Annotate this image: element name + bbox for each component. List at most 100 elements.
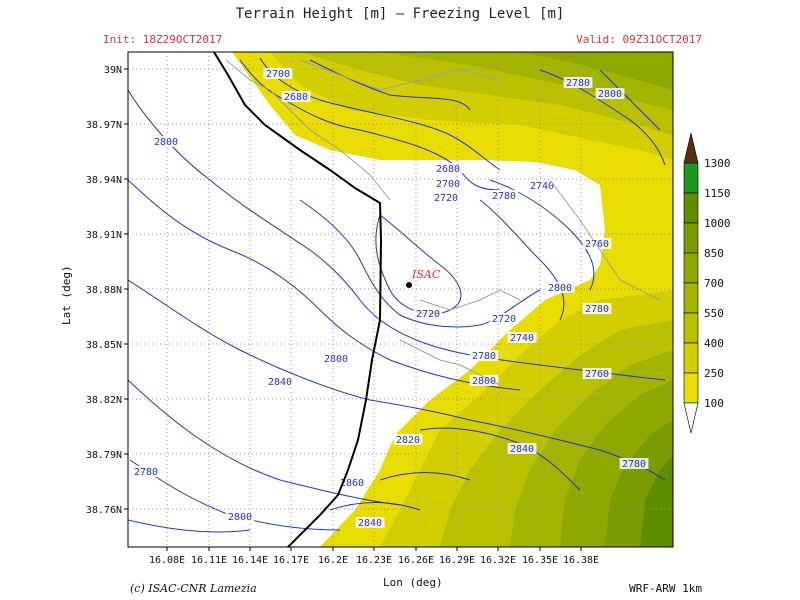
colorbar-label: 700	[704, 277, 724, 290]
x-tick-label: 16.14E	[232, 555, 268, 566]
colorbar-segment	[683, 222, 699, 254]
y-tick-label: 38.76N	[86, 505, 122, 516]
colorbar-label: 100	[704, 397, 724, 410]
contour-label: 2780	[469, 350, 499, 362]
contour-label: 2700	[433, 178, 463, 190]
colorbar-segment	[683, 282, 699, 314]
svg-text:2740: 2740	[510, 333, 534, 344]
contour-label: 2720	[431, 192, 461, 204]
svg-text:2780: 2780	[472, 351, 496, 362]
colorbar-label: 550	[704, 307, 724, 320]
x-tick-label: 16.23E	[356, 555, 392, 566]
svg-text:2740: 2740	[530, 181, 554, 192]
colorbar-segment	[683, 372, 699, 404]
contour-label: 2780	[582, 303, 612, 315]
svg-text:2720: 2720	[492, 314, 516, 325]
svg-text:2720: 2720	[416, 309, 440, 320]
roads-overlay	[225, 59, 661, 386]
svg-text:2800: 2800	[228, 512, 252, 523]
svg-text:2720: 2720	[434, 193, 458, 204]
y-tick-label: 39N	[104, 65, 122, 76]
colorbar-label: 250	[704, 367, 724, 380]
colorbar-label: 1300	[704, 157, 731, 170]
contour-label: 2700	[263, 68, 293, 80]
coastline	[213, 51, 383, 548]
colorbar-label: 850	[704, 247, 724, 260]
y-tick-label: 38.79N	[86, 450, 122, 461]
x-tick-label: 16.11E	[191, 555, 227, 566]
y-tick-label: 38.97N	[86, 120, 122, 131]
contour-label: 2720	[489, 313, 519, 325]
svg-text:2780: 2780	[622, 459, 646, 470]
x-tick-label: 16.38E	[563, 555, 599, 566]
contour-labels: 2700 2680 2780 2800 2800 2680 2700 2720 2740 2780…	[131, 68, 649, 529]
x-tick-label: 16.08E	[149, 555, 185, 566]
svg-text:2820: 2820	[396, 435, 420, 446]
contour-label: 2680	[433, 163, 463, 175]
valid-time: Valid: 09Z31OCT2017	[576, 33, 702, 46]
x-tick-label: 16.2E	[318, 555, 348, 566]
y-tick-label: 38.91N	[86, 230, 122, 241]
station-label: ISAC	[411, 268, 441, 281]
contour-label: 2720	[413, 308, 443, 320]
terrain-fill	[128, 52, 673, 547]
contour-label: 2800	[321, 353, 351, 365]
contour-label: 2760	[582, 238, 612, 250]
contour-label: 2740	[527, 180, 557, 192]
svg-text:2840: 2840	[510, 444, 534, 455]
svg-text:2800: 2800	[598, 89, 622, 100]
svg-text:2680: 2680	[436, 164, 460, 175]
svg-text:2800: 2800	[154, 137, 178, 148]
contour-label: 2820	[393, 434, 423, 446]
station-marker	[406, 282, 412, 288]
x-tick-label: 16.29E	[439, 555, 475, 566]
y-tick-labels: 39N 38.97N 38.94N 38.91N 38.88N 38.85N 38.82N 3…	[86, 65, 122, 516]
contour-label: 2800	[469, 375, 499, 387]
svg-text:2800: 2800	[472, 376, 496, 387]
svg-text:2760: 2760	[585, 369, 609, 380]
contour-label: 2760	[582, 368, 612, 380]
svg-text:2780: 2780	[585, 304, 609, 315]
colorbar-segment	[683, 342, 699, 374]
contour-label: 2780	[619, 458, 649, 470]
contour-label: 2800	[545, 282, 575, 294]
svg-text:2680: 2680	[284, 92, 308, 103]
colorbar-label: 1000	[704, 217, 731, 230]
y-tick-label: 38.85N	[86, 340, 122, 351]
map-title: Terrain Height [m] — Freezing Level [m]	[235, 6, 565, 22]
plot-frame	[127, 51, 674, 548]
x-tick-label: 16.17E	[273, 555, 309, 566]
svg-text:2760: 2760	[585, 239, 609, 250]
contour-label: 2680	[281, 91, 311, 103]
x-tick-label: 16.26E	[398, 555, 434, 566]
contour-label: 2740	[507, 332, 537, 344]
svg-text:2780: 2780	[566, 78, 590, 89]
colorbar-segment	[683, 192, 699, 224]
y-tick-label: 38.88N	[86, 285, 122, 296]
colorbar-label: 400	[704, 337, 724, 350]
model-text: WRF-ARW 1km	[629, 582, 702, 595]
svg-text:2800: 2800	[324, 354, 348, 365]
contour-label: 2780	[489, 190, 519, 202]
colorbar-segment	[683, 252, 699, 284]
svg-text:2800: 2800	[548, 283, 572, 294]
contour-label: 2840	[507, 443, 537, 455]
contour-label: 2800	[225, 511, 255, 523]
svg-text:2700: 2700	[266, 69, 290, 80]
contour-label: 2840	[265, 376, 295, 388]
colorbar-label: 1150	[704, 187, 731, 200]
contour-label: 2840	[355, 517, 385, 529]
contour-label: 2800	[595, 88, 625, 100]
y-tick-label: 38.82N	[86, 395, 122, 406]
x-tick-label: 16.32E	[480, 555, 516, 566]
svg-text:2840: 2840	[358, 518, 382, 529]
credit-text: (c) ISAC-CNR Lamezia	[130, 582, 257, 595]
colorbar-segment	[683, 312, 699, 344]
svg-text:2840: 2840	[268, 377, 292, 388]
contour-label: 2800	[151, 136, 181, 148]
colorbar-segment	[683, 162, 699, 194]
colorbar-under-arrow	[683, 402, 699, 434]
contour-label: 2780	[563, 77, 593, 89]
init-time: Init: 18Z29OCT2017	[103, 33, 223, 46]
